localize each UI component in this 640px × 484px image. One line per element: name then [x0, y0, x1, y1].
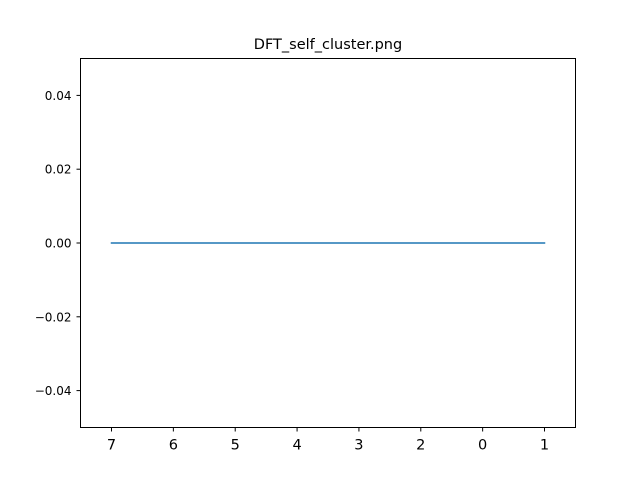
y-tick-label: 0.02	[45, 163, 72, 177]
x-tick-label: 3	[354, 438, 363, 454]
x-tick-label: 7	[107, 438, 116, 454]
y-tick-label: 0.04	[45, 89, 72, 103]
x-tick-label: 5	[231, 438, 240, 454]
chart-title: DFT_self_cluster.png	[254, 37, 402, 53]
x-tick-label: 6	[169, 438, 178, 454]
x-axis-ticks: 7 6 5 4 3 2 0 1	[107, 427, 549, 454]
axes-frame	[80, 58, 576, 428]
y-tick-label: 0.00	[45, 237, 72, 251]
y-tick-label: −0.02	[35, 310, 72, 324]
x-tick-label: 0	[478, 438, 487, 454]
x-tick-label: 1	[540, 438, 549, 454]
y-axis-ticks: 0.04 0.02 0.00 −0.02 −0.04	[35, 89, 81, 398]
y-tick-label: −0.04	[35, 384, 72, 398]
x-tick-label: 4	[292, 438, 301, 454]
x-tick-label: 2	[416, 438, 425, 454]
